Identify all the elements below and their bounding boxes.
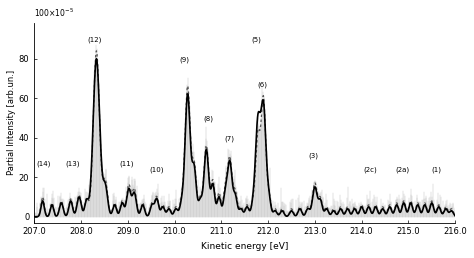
Text: (10): (10) (149, 167, 164, 173)
X-axis label: Kinetic energy [eV]: Kinetic energy [eV] (201, 242, 288, 251)
Text: (1): (1) (431, 167, 441, 173)
Text: (2c): (2c) (363, 167, 377, 173)
Text: (3): (3) (309, 153, 319, 159)
Text: (6): (6) (257, 82, 267, 88)
Text: (8): (8) (203, 115, 213, 122)
Text: (9): (9) (180, 56, 190, 63)
Text: (5): (5) (251, 36, 261, 43)
Text: (14): (14) (36, 161, 51, 167)
Text: (12): (12) (87, 36, 101, 43)
Y-axis label: Partial Intensity [arb.un.]: Partial Intensity [arb.un.] (7, 70, 16, 175)
Text: (11): (11) (119, 161, 134, 167)
Text: (7): (7) (225, 135, 235, 142)
Text: (13): (13) (65, 161, 80, 167)
Text: (2a): (2a) (396, 167, 410, 173)
Text: $100{\times}10^{-5}$: $100{\times}10^{-5}$ (34, 7, 74, 19)
